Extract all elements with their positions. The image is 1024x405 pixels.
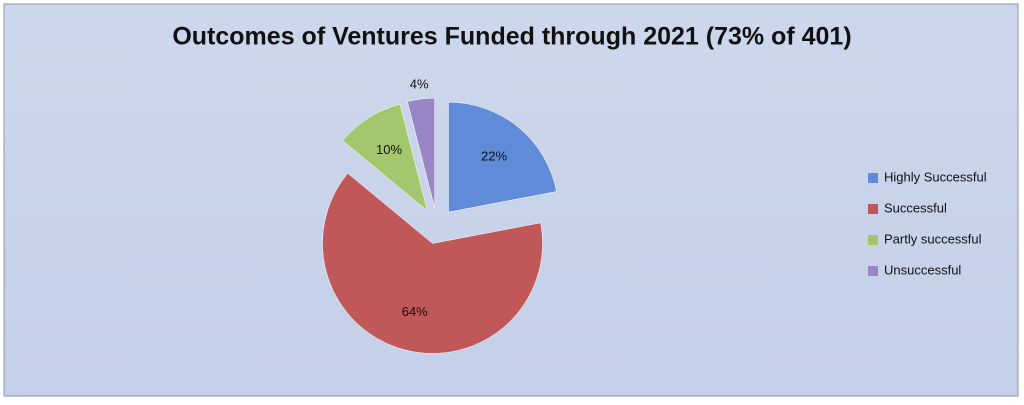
legend-swatch	[868, 204, 878, 214]
legend-label: Partly successful	[884, 231, 982, 246]
legend-swatch	[868, 173, 878, 183]
chart-title: Outcomes of Ventures Funded through 2021…	[172, 23, 851, 51]
legend-label: Highly Successful	[884, 169, 987, 184]
pie-slice	[407, 97, 435, 209]
data-label: 10%	[376, 142, 402, 157]
data-label: 64%	[402, 304, 428, 319]
legend-swatch	[868, 266, 878, 276]
legend-swatch	[868, 235, 878, 245]
legend-label: Unsuccessful	[884, 262, 961, 277]
data-label: 22%	[481, 148, 507, 163]
pie-slice	[322, 172, 543, 354]
legend-label: Successful	[884, 200, 947, 215]
data-label: 4%	[410, 77, 429, 92]
pie-slice	[448, 101, 557, 213]
pie-slice	[342, 103, 428, 212]
